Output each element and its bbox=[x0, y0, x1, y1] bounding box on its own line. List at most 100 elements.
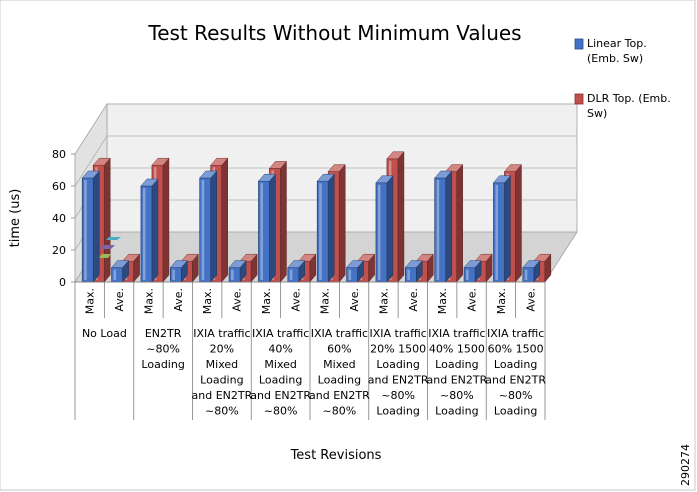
sub-category-label: Ave. bbox=[113, 288, 126, 312]
bar-linear-top bbox=[140, 178, 159, 187]
bar-linear-top bbox=[434, 170, 453, 179]
bar-linear bbox=[287, 259, 306, 283]
category-label: Loading bbox=[376, 358, 419, 371]
bar-linear-highlight bbox=[348, 269, 352, 280]
bar-linear-front bbox=[522, 267, 535, 283]
bar-linear-highlight bbox=[436, 180, 440, 280]
bar-dlr-top bbox=[210, 157, 229, 166]
bar-linear-top bbox=[463, 260, 482, 268]
sub-category-label: Ave. bbox=[172, 288, 185, 312]
bar-linear-top bbox=[111, 260, 130, 268]
category-label: IXIA traffic bbox=[252, 327, 309, 340]
bar-dlr-top bbox=[151, 157, 170, 166]
bar-linear-top bbox=[522, 260, 541, 268]
category-label: and EN2TR bbox=[192, 389, 253, 402]
bar-dlr-side bbox=[397, 151, 405, 283]
category-label: Loading bbox=[318, 374, 361, 387]
bar-linear-front bbox=[405, 267, 417, 283]
category-label: IXIA traffic bbox=[428, 327, 485, 340]
y-tick-label: 0 bbox=[59, 276, 66, 289]
bar-linear bbox=[140, 178, 159, 283]
category-label: ~80% bbox=[440, 389, 474, 402]
category-label: Loading bbox=[376, 405, 419, 418]
bar-dlr-side bbox=[221, 157, 228, 283]
bar-linear-highlight bbox=[113, 269, 117, 280]
bar-linear-top bbox=[346, 260, 365, 268]
bar-linear bbox=[228, 259, 247, 283]
chart-title: Test Results Without Minimum Values bbox=[147, 21, 521, 45]
bar-dlr-top bbox=[92, 157, 111, 166]
bar-linear bbox=[199, 170, 218, 283]
legend-label-linear-line1: Linear Top. bbox=[587, 37, 647, 50]
sub-category-label: Max. bbox=[436, 288, 449, 314]
bar-linear-side bbox=[327, 173, 335, 283]
category-label: No Load bbox=[82, 327, 127, 340]
bar-linear-front bbox=[316, 180, 329, 283]
y-tick-label: 20 bbox=[52, 244, 66, 257]
bar-linear-side bbox=[92, 170, 100, 283]
bar-linear-top bbox=[492, 175, 511, 184]
category-label: and EN2TR bbox=[427, 374, 488, 387]
bar-linear bbox=[522, 259, 541, 283]
bar-linear-front bbox=[346, 267, 358, 283]
legend-label-dlr-line1: DLR Top. (Emb. bbox=[587, 92, 671, 105]
marker bbox=[100, 245, 115, 249]
bar-linear-highlight bbox=[231, 269, 234, 280]
bar-linear-highlight bbox=[289, 269, 293, 280]
category-label: Loading bbox=[435, 358, 478, 371]
sub-category-label: Ave. bbox=[348, 288, 361, 312]
bar-linear-front bbox=[434, 177, 446, 283]
bar-dlr-side bbox=[338, 163, 346, 283]
sub-category-label: Max. bbox=[201, 288, 214, 314]
bar-linear-top bbox=[228, 260, 247, 268]
legend: Linear Top. (Emb. Sw) DLR Top. (Emb. Sw) bbox=[574, 37, 671, 120]
bar-linear-top bbox=[404, 260, 423, 268]
y-tick-label: 40 bbox=[52, 212, 66, 225]
category-label: IXIA traffic bbox=[311, 327, 368, 340]
bar-linear bbox=[81, 170, 100, 283]
bar-dlr-side bbox=[162, 157, 170, 283]
bar-linear bbox=[463, 259, 482, 283]
sub-category-label: Ave. bbox=[407, 288, 420, 312]
bar-linear bbox=[492, 175, 511, 283]
category-label: and EN2TR bbox=[368, 374, 429, 387]
sub-category-label: Ave. bbox=[466, 288, 479, 312]
category-label: 60% bbox=[327, 343, 351, 356]
category-label: 60% 1500 bbox=[488, 343, 544, 356]
gridline bbox=[74, 135, 577, 187]
bar-linear-highlight bbox=[260, 183, 263, 280]
bar-dlr-top bbox=[415, 253, 434, 262]
bar-dlr-side bbox=[456, 163, 463, 283]
bar-linear-top bbox=[257, 173, 276, 182]
category-label: IXIA traffic bbox=[369, 327, 426, 340]
bar-linear-highlight bbox=[319, 183, 322, 280]
category-label: 40% 1500 bbox=[429, 343, 485, 356]
bar-linear-highlight bbox=[201, 180, 205, 280]
legend-swatch-linear bbox=[574, 38, 584, 50]
bar-dlr-top bbox=[180, 253, 199, 262]
category-label: EN2TR bbox=[145, 327, 182, 340]
category-label: and EN2TR bbox=[309, 389, 370, 402]
bar-linear-highlight bbox=[524, 269, 528, 280]
category-label: ~80% bbox=[323, 405, 357, 418]
bar-linear-top bbox=[375, 175, 394, 184]
sub-category-label: Max. bbox=[260, 288, 273, 314]
category-label: Loading bbox=[141, 358, 184, 371]
bar-linear-side bbox=[504, 175, 511, 283]
sub-category-label: Max. bbox=[142, 288, 155, 314]
legend-label-linear-line2: (Emb. Sw) bbox=[587, 52, 643, 65]
bar-linear-front bbox=[287, 267, 300, 283]
bar-linear-side bbox=[151, 178, 159, 283]
bar-dlr-top bbox=[327, 164, 346, 172]
bar-linear-highlight bbox=[142, 188, 146, 280]
category-label: Loading bbox=[200, 374, 243, 387]
category-label: ~80% bbox=[499, 389, 533, 402]
bar-linear-side bbox=[445, 170, 452, 283]
bar-linear bbox=[316, 173, 335, 283]
bar-linear-front bbox=[140, 185, 153, 283]
sub-category-label: Max. bbox=[319, 288, 332, 314]
sub-category-label: Max. bbox=[377, 288, 390, 314]
bar-linear-highlight bbox=[407, 269, 410, 280]
marker bbox=[99, 254, 111, 258]
